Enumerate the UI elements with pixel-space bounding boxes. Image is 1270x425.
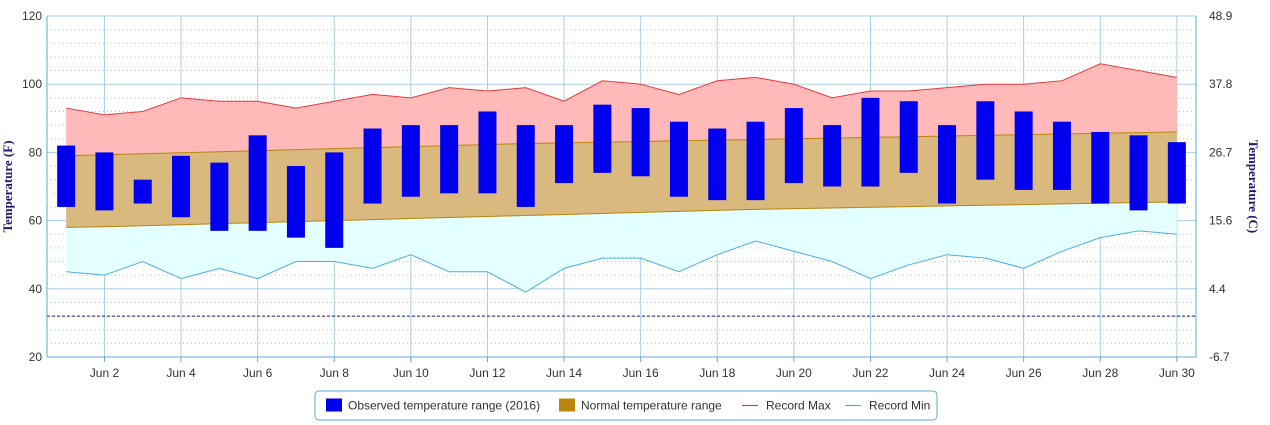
observed-range-bar bbox=[1014, 111, 1033, 190]
observed-range-bar bbox=[976, 101, 995, 180]
x-tick-label: Jun 14 bbox=[546, 366, 582, 380]
x-tick-label: Jun 10 bbox=[393, 366, 429, 380]
record-min-area bbox=[66, 201, 1177, 293]
observed-range-bar bbox=[478, 111, 497, 194]
y-axis-title: Temperature (F) bbox=[0, 140, 15, 232]
y2-tick-label: 48.9 bbox=[1209, 9, 1233, 23]
y2-tick-label: -6.7 bbox=[1209, 350, 1230, 364]
y-tick-label: 20 bbox=[29, 350, 43, 364]
observed-range-bar bbox=[210, 162, 229, 231]
observed-range-bar bbox=[286, 166, 305, 238]
observed-range-bar bbox=[631, 108, 650, 177]
observed-range-bar bbox=[516, 125, 535, 207]
observed-range-bar bbox=[861, 97, 880, 187]
observed-range-bar bbox=[823, 125, 842, 187]
legend-item-label: Record Min bbox=[869, 399, 930, 413]
observed-range-bar bbox=[938, 125, 957, 204]
observed-range-bar bbox=[401, 125, 420, 197]
x-tick-label: Jun 16 bbox=[623, 366, 659, 380]
observed-range-bar bbox=[1052, 121, 1071, 190]
legend-item-label: Record Max bbox=[766, 399, 831, 413]
observed-range-bar bbox=[593, 104, 612, 173]
observed-range-bar bbox=[325, 152, 344, 248]
y-tick-label: 60 bbox=[29, 214, 43, 228]
x-tick-label: Jun 30 bbox=[1159, 366, 1195, 380]
observed-range-bar bbox=[1129, 135, 1148, 211]
observed-range-bar bbox=[1167, 142, 1186, 204]
observed-range-bar bbox=[784, 108, 803, 184]
y-tick-label: 100 bbox=[22, 77, 42, 91]
observed-range-bar bbox=[172, 155, 191, 218]
y-tick-label: 120 bbox=[22, 9, 42, 23]
x-tick-label: Jun 24 bbox=[929, 366, 965, 380]
observed-range-bar bbox=[555, 125, 574, 184]
y-tick-label: 40 bbox=[29, 282, 43, 296]
observed-range-bar bbox=[669, 121, 688, 197]
observed-range-bar bbox=[248, 135, 267, 231]
y-tick-label: 80 bbox=[29, 145, 43, 159]
x-tick-label: Jun 12 bbox=[469, 366, 505, 380]
y2-tick-label: 4.4 bbox=[1209, 282, 1226, 296]
legend-item-label: Observed temperature range (2016) bbox=[348, 399, 540, 413]
observed-range-bar bbox=[133, 179, 152, 204]
normal-range-area bbox=[66, 131, 1177, 228]
x-tick-label: Jun 8 bbox=[320, 366, 350, 380]
observed-range-bar bbox=[708, 128, 727, 201]
x-tick-label: Jun 6 bbox=[243, 366, 273, 380]
record-max-area bbox=[66, 63, 1177, 156]
observed-range-bar bbox=[95, 152, 114, 211]
observed-range-bar bbox=[363, 128, 382, 204]
y2-tick-label: 26.7 bbox=[1209, 145, 1233, 159]
x-tick-label: Jun 18 bbox=[699, 366, 735, 380]
observed-range-bar bbox=[746, 121, 765, 201]
x-tick-label: Jun 26 bbox=[1006, 366, 1042, 380]
y2-tick-label: 37.8 bbox=[1209, 77, 1233, 91]
x-tick-label: Jun 22 bbox=[852, 366, 888, 380]
record-min-line bbox=[66, 230, 1177, 293]
legend-swatch bbox=[326, 398, 342, 412]
observed-range-bar bbox=[1091, 131, 1110, 204]
x-tick-label: Jun 4 bbox=[166, 366, 196, 380]
observed-range-bar bbox=[440, 125, 459, 194]
y2-tick-label: 15.6 bbox=[1209, 214, 1233, 228]
y2-axis-title: Temperature (C) bbox=[1246, 140, 1261, 234]
legend-item-label: Normal temperature range bbox=[581, 399, 722, 413]
legend-box bbox=[314, 390, 938, 421]
x-tick-label: Jun 20 bbox=[776, 366, 812, 380]
record-max-line bbox=[66, 63, 1177, 116]
observed-range-bar bbox=[57, 145, 76, 207]
x-tick-label: Jun 2 bbox=[90, 366, 120, 380]
observed-range-bar bbox=[899, 101, 918, 173]
x-tick-label: Jun 28 bbox=[1082, 366, 1118, 380]
legend-swatch bbox=[559, 398, 575, 412]
